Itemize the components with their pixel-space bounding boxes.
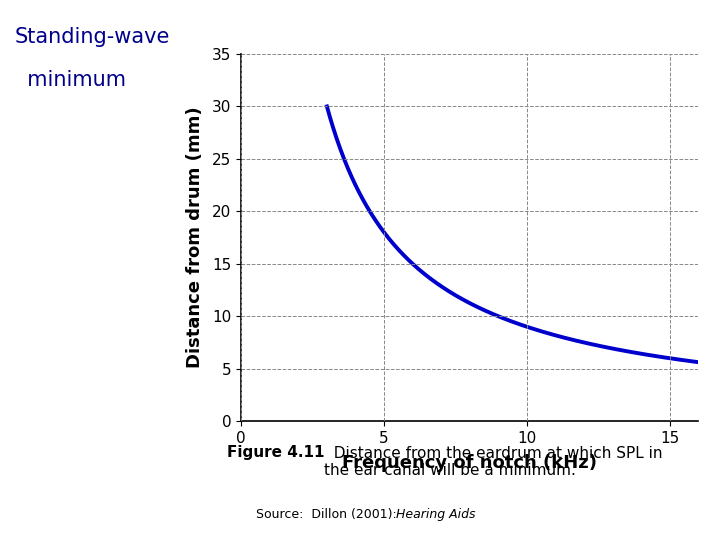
- Y-axis label: Distance from drum (mm): Distance from drum (mm): [186, 107, 204, 368]
- Text: Standing-wave: Standing-wave: [14, 27, 170, 47]
- Text: minimum: minimum: [14, 70, 127, 90]
- Text: Hearing Aids: Hearing Aids: [396, 508, 475, 521]
- Text: Source:  Dillon (2001):: Source: Dillon (2001):: [256, 508, 400, 521]
- X-axis label: Frequency of notch (kHz): Frequency of notch (kHz): [342, 454, 598, 472]
- Text: Distance from the eardrum at which SPL in
the ear canal will be a minimum.: Distance from the eardrum at which SPL i…: [324, 446, 662, 478]
- Text: Figure 4.11: Figure 4.11: [227, 446, 324, 461]
